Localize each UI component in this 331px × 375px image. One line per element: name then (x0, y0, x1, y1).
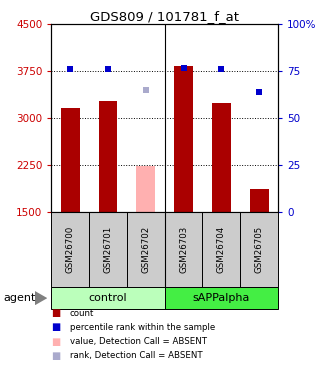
Polygon shape (35, 291, 47, 305)
Text: ■: ■ (51, 308, 61, 318)
Text: agent: agent (3, 293, 36, 303)
Bar (51, 212, 89, 287)
Text: GSM26700: GSM26700 (66, 226, 75, 273)
Text: value, Detection Call = ABSENT: value, Detection Call = ABSENT (70, 337, 207, 346)
Bar (127, 212, 165, 287)
Bar (165, 287, 278, 309)
Text: ■: ■ (51, 337, 61, 346)
Bar (136, 166, 155, 212)
Bar (212, 102, 231, 212)
Text: count: count (70, 309, 94, 318)
Text: GSM26703: GSM26703 (179, 226, 188, 273)
Text: ■: ■ (51, 322, 61, 332)
Bar (89, 212, 127, 287)
Text: GSM26701: GSM26701 (104, 226, 113, 273)
Bar (250, 189, 268, 212)
Text: GSM26704: GSM26704 (217, 226, 226, 273)
Text: GSM26702: GSM26702 (141, 226, 150, 273)
Text: percentile rank within the sample: percentile rank within the sample (70, 323, 215, 332)
Title: GDS809 / 101781_f_at: GDS809 / 101781_f_at (90, 10, 239, 23)
Text: ■: ■ (51, 351, 61, 361)
Bar (99, 100, 118, 212)
Bar (203, 212, 240, 287)
Bar (165, 212, 203, 287)
Bar (61, 108, 80, 212)
Text: rank, Detection Call = ABSENT: rank, Detection Call = ABSENT (70, 351, 202, 360)
Bar (51, 287, 165, 309)
Bar (174, 66, 193, 212)
Text: GSM26705: GSM26705 (255, 226, 264, 273)
Bar (240, 212, 278, 287)
Text: sAPPalpha: sAPPalpha (193, 293, 250, 303)
Text: control: control (89, 293, 127, 303)
